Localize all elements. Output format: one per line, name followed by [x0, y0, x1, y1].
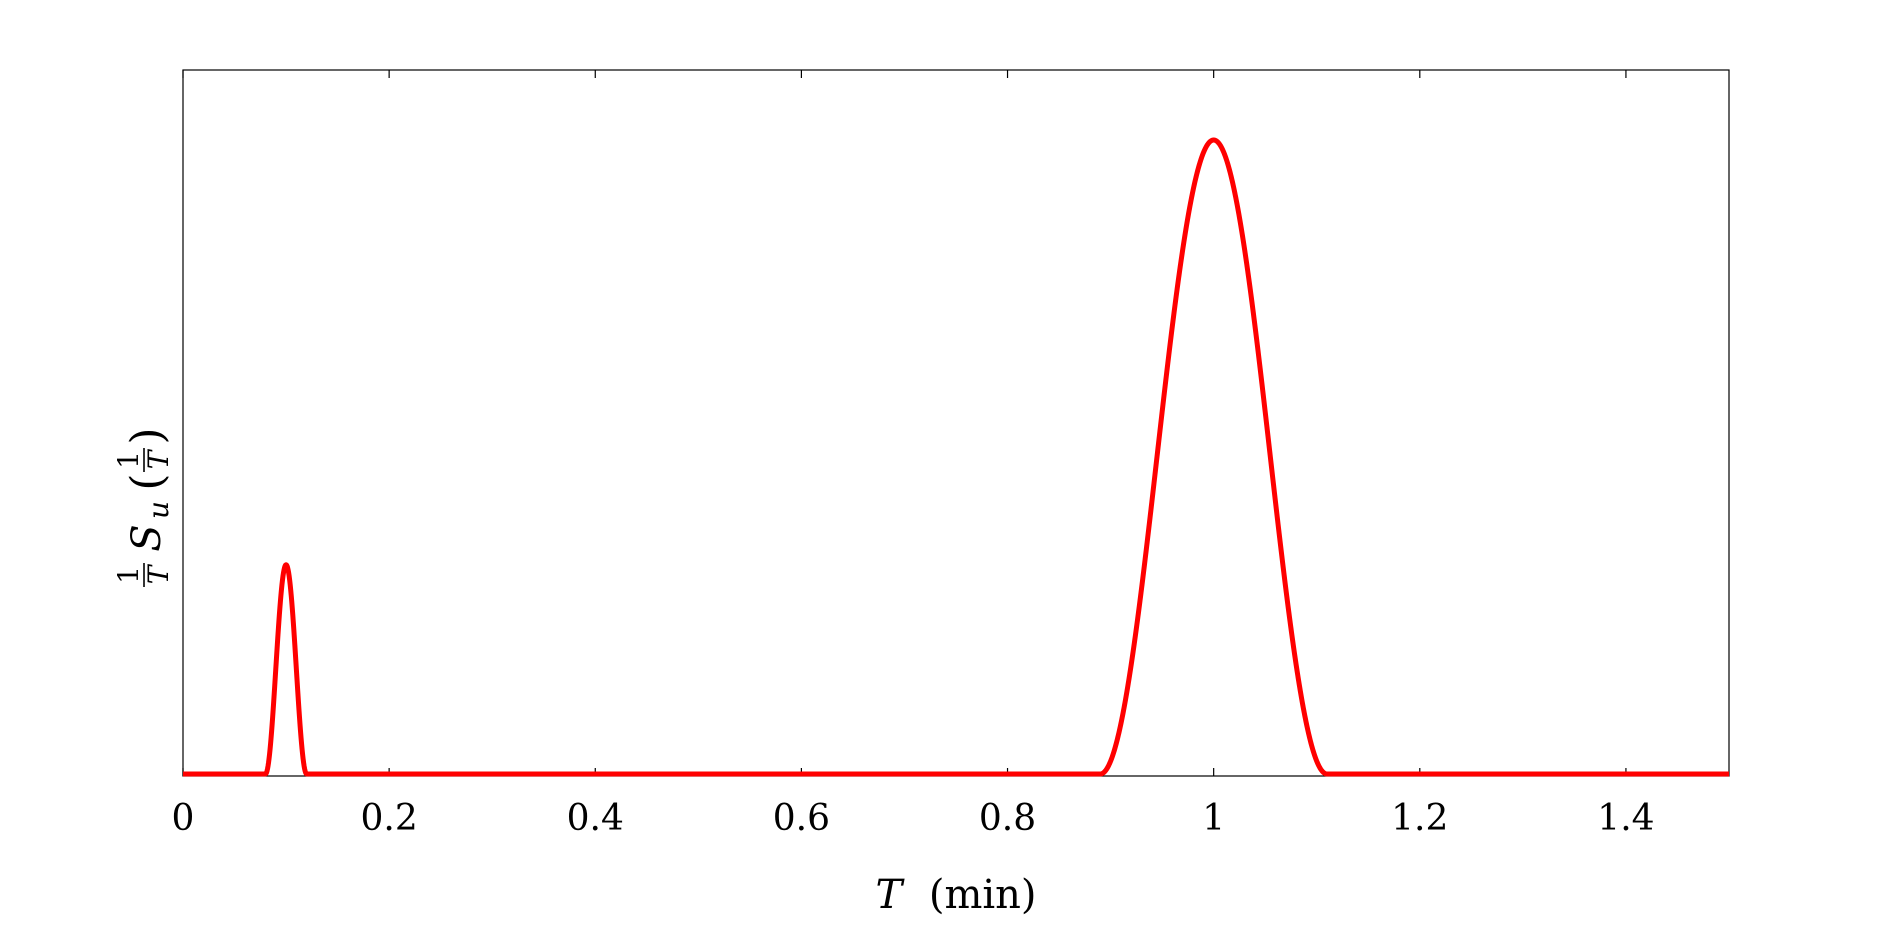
series-line [181, 137, 1731, 777]
y-axis-label: 1 T S u ( 1 T ) [112, 427, 175, 587]
x-tick-label: 1.4 [1597, 798, 1654, 839]
y-label-arg-den: T [142, 448, 175, 469]
y-label-sub: u [142, 501, 175, 519]
x-axis-label-unit: (min) [929, 872, 1037, 918]
x-tick-label: 1.2 [1391, 798, 1448, 839]
x-tick-label: 0.2 [361, 798, 418, 839]
x-tick-label: 0.8 [979, 798, 1036, 839]
x-tick-label: 0.4 [567, 798, 624, 839]
series-layer [181, 137, 1731, 777]
x-tick-label: 1 [1202, 798, 1225, 839]
y-label-paren-close: ) [122, 427, 173, 444]
y-label-func: S [124, 524, 170, 551]
x-tick-label: 0 [172, 798, 195, 839]
x-axis-label-var: T [875, 872, 905, 918]
y-label-paren-open: ( [122, 473, 173, 490]
y-label-frac-den: T [142, 563, 175, 584]
x-axis-ticks [182, 70, 1627, 776]
y-label-frac-num: 1 [112, 566, 145, 584]
x-axis-tick-labels: 0 0.2 0.4 0.6 0.8 1 1.2 1.4 [172, 798, 1655, 839]
plot-area-frame [182, 69, 1730, 777]
x-tick-label: 0.6 [773, 798, 830, 839]
y-label-arg-num: 1 [112, 451, 145, 469]
x-axis-label: T (min) [875, 872, 1036, 918]
